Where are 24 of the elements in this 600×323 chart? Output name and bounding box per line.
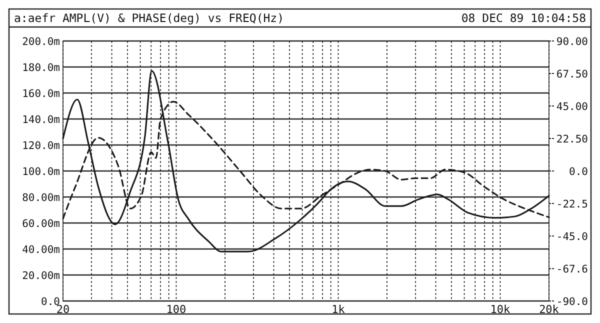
y2-tick-label: 90.00 xyxy=(556,36,588,48)
y-tick-label: 20.00m xyxy=(22,270,60,282)
y2-tick-label: 0.0 xyxy=(569,166,588,178)
y-tick-label: 100.0m xyxy=(22,166,60,178)
y2-tick-label: 67.50 xyxy=(556,68,588,80)
y2-tick-label: -22.5 xyxy=(556,198,588,210)
y-tick-label: 180.0m xyxy=(22,62,60,74)
y2-tick-label: -45.0 xyxy=(556,231,588,243)
chart-subtitle: 08 DEC 89 10:04:58 xyxy=(461,11,586,25)
x-tick-label: 1k xyxy=(332,303,346,316)
y2-tick-label: 45.00 xyxy=(556,101,588,113)
y-tick-label: 160.0m xyxy=(22,88,60,100)
x-tick-label: 10k xyxy=(490,303,511,316)
x-tick-label: 100 xyxy=(166,303,186,316)
y-tick-label: 80.00m xyxy=(22,192,60,204)
y-tick-label: 200.0m xyxy=(22,36,60,48)
y-tick-label: 40.00m xyxy=(22,244,60,256)
y2-tick-label: 22.50 xyxy=(556,134,588,146)
y2-tick-label: -67.6 xyxy=(556,264,588,276)
chart-title: a:aefr AMPL(V) & PHASE(deg) vs FREQ(Hz) xyxy=(14,11,284,25)
y-tick-label: 60.00m xyxy=(22,218,60,230)
y-tick-label: 140.0m xyxy=(22,114,60,126)
y-tick-label: 120.0m xyxy=(22,140,60,152)
y-tick-label: 0.0 xyxy=(41,296,60,308)
